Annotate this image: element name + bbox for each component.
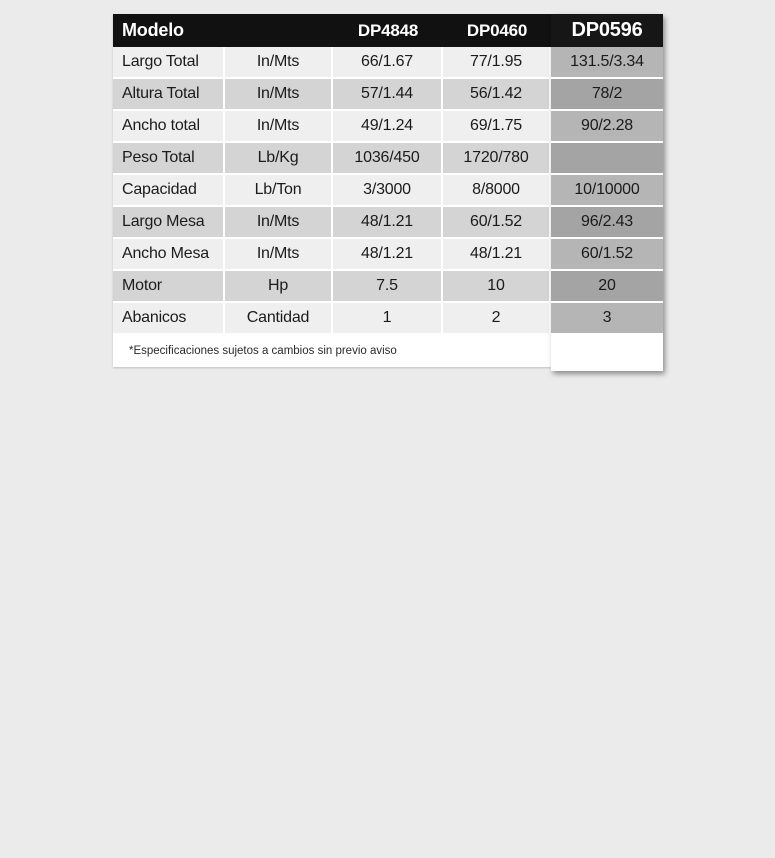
row-label: Largo Total [113, 47, 225, 79]
header-dp4848: DP4848 [357, 20, 419, 40]
dp0460-value: 56/1.42 [443, 79, 551, 111]
dp0460-value: 10 [443, 271, 551, 303]
row-label: Peso Total [113, 143, 225, 175]
unit-cell: In/Mts [225, 207, 333, 239]
unit-cell: Lb/Kg [225, 143, 333, 175]
spec-table: Modelo DP4848 DP0460 Largo Total In/Mts … [113, 14, 663, 371]
dp4848-value: 1036/450 [333, 143, 443, 175]
dp4848-value: 3/3000 [333, 175, 443, 207]
dp4848-value: 48/1.21 [333, 207, 443, 239]
table-row: Peso Total Lb/Kg 1036/450 1720/780 [113, 143, 551, 175]
dp0460-value: 77/1.95 [443, 47, 551, 79]
dp0596-value: 60/1.52 [551, 239, 663, 271]
dp0596-value: 10/10000 [551, 175, 663, 207]
table-row: Largo Total In/Mts 66/1.67 77/1.95 [113, 47, 551, 79]
header-dp0460: DP0460 [466, 20, 528, 40]
dp4848-value: 1 [333, 303, 443, 335]
unit-cell: In/Mts [225, 111, 333, 143]
table-row: Largo Mesa In/Mts 48/1.21 60/1.52 [113, 207, 551, 239]
dp0460-value: 8/8000 [443, 175, 551, 207]
dp0596-value: 131.5/3.34 [551, 47, 663, 79]
spec-table-base: Modelo DP4848 DP0460 Largo Total In/Mts … [113, 14, 551, 367]
table-row: Ancho total In/Mts 49/1.24 69/1.75 [113, 111, 551, 143]
dp0596-value [551, 143, 663, 175]
table-row: Altura Total In/Mts 57/1.44 56/1.42 [113, 79, 551, 111]
row-label: Ancho Mesa [113, 239, 225, 271]
highlight-column-dp0596: DP0596 131.5/3.34 78/2 90/2.28 10/10000 … [551, 14, 663, 371]
dp4848-value: 66/1.67 [333, 47, 443, 79]
dp0460-value: 48/1.21 [443, 239, 551, 271]
dp0596-value: 78/2 [551, 79, 663, 111]
row-label: Motor [113, 271, 225, 303]
header-units-spacer [225, 14, 333, 47]
dp4848-value: 7.5 [333, 271, 443, 303]
header-modelo: Modelo [122, 20, 184, 40]
row-label: Capacidad [113, 175, 225, 207]
table-row: Motor Hp 7.5 10 [113, 271, 551, 303]
unit-cell: In/Mts [225, 79, 333, 111]
unit-cell: In/Mts [225, 239, 333, 271]
dp4848-value: 49/1.24 [333, 111, 443, 143]
dp0460-value: 60/1.52 [443, 207, 551, 239]
table-row: Ancho Mesa In/Mts 48/1.21 48/1.21 [113, 239, 551, 271]
dp0460-value: 1720/780 [443, 143, 551, 175]
row-label: Ancho total [113, 111, 225, 143]
table-header-row: Modelo DP4848 DP0460 [113, 14, 551, 47]
footnote-text: *Especificaciones sujetos a cambios sin … [129, 345, 397, 357]
table-row: Abanicos Cantidad 1 2 [113, 303, 551, 335]
row-label: Largo Mesa [113, 207, 225, 239]
row-label: Altura Total [113, 79, 225, 111]
unit-cell: Hp [225, 271, 333, 303]
footnote-row: *Especificaciones sujetos a cambios sin … [113, 335, 551, 367]
dp0460-value: 69/1.75 [443, 111, 551, 143]
table-row: Capacidad Lb/Ton 3/3000 8/8000 [113, 175, 551, 207]
unit-cell: In/Mts [225, 47, 333, 79]
dp0460-value: 2 [443, 303, 551, 335]
row-label: Abanicos [113, 303, 225, 335]
dp4848-value: 48/1.21 [333, 239, 443, 271]
dp0596-value: 90/2.28 [551, 111, 663, 143]
header-dp0596: DP0596 [551, 14, 663, 47]
highlight-column-footer [551, 335, 663, 371]
dp0596-value: 96/2.43 [551, 207, 663, 239]
unit-cell: Cantidad [225, 303, 333, 335]
unit-cell: Lb/Ton [225, 175, 333, 207]
dp0596-value: 3 [551, 303, 663, 335]
dp0596-value: 20 [551, 271, 663, 303]
dp4848-value: 57/1.44 [333, 79, 443, 111]
